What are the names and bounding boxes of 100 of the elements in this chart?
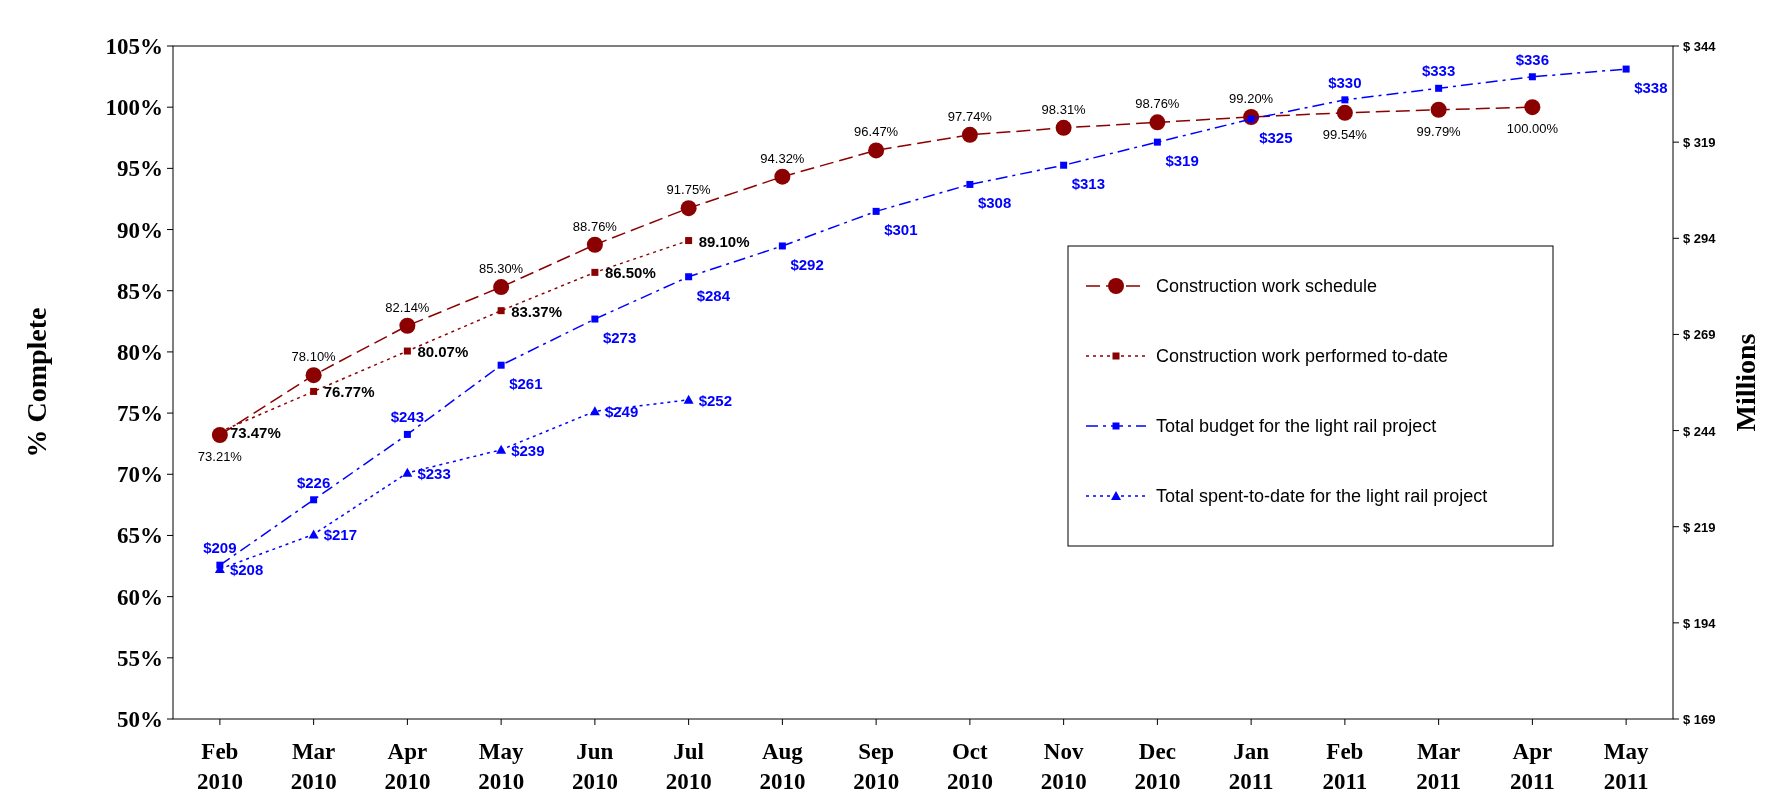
data-label: $292 [790,255,824,273]
point [1149,114,1166,131]
point [680,200,697,217]
point [589,406,600,416]
data-label: 98.76% [1135,96,1180,112]
y2-tick-label: $ 344 [1683,39,1717,54]
y2-tick-label: $ 269 [1683,327,1716,343]
y2-axis-title: Millions [1730,333,1761,432]
y2-tick-label: $ 219 [1683,519,1716,535]
y-tick-label: 60% [117,584,163,610]
y-tick-label: 90% [117,217,163,243]
point [1336,104,1353,121]
point [493,279,510,296]
x-tick-label: Jun 2010 [571,739,618,794]
point [402,467,413,477]
data-label: 76.77% [323,383,375,401]
y2-tick-label: $ 294 [1683,231,1717,247]
x-tick-label: Dec 2010 [1134,739,1181,794]
point [685,273,693,281]
data-label: $233 [417,464,451,482]
data-label: $284 [696,286,731,304]
legend-label: Total spent-to-date for the light rail project [1156,486,1488,506]
legend-label: Construction work performed to-date [1156,346,1449,366]
data-label: 99.54% [1322,126,1368,142]
data-label: $336 [1515,50,1550,68]
x-tick-label: Sep 2010 [853,739,900,794]
y-tick-label: 100% [105,95,163,121]
x-tick-label: Apr 2011 [1510,739,1555,794]
x-tick-label: Aug 2010 [759,739,806,794]
data-label: 100.00% [1506,121,1559,137]
point [868,142,885,159]
data-label: 99.20% [1229,90,1274,106]
data-label: 88.76% [572,218,618,234]
point [497,307,505,315]
data-label: $308 [977,194,1012,212]
x-tick-label: Apr 2010 [384,739,431,794]
point [961,126,978,143]
y-axis-title: % Complete [21,307,52,458]
point [683,394,694,404]
point [305,367,322,384]
point [497,361,505,369]
point [403,347,411,355]
y-tick-label: 70% [117,462,163,488]
data-label: 82.14% [385,299,430,315]
point [1622,65,1630,73]
point [778,242,786,250]
data-label: $325 [1259,129,1293,147]
data-label: 89.10% [698,232,750,250]
data-label: $217 [323,526,357,544]
x-tick-label: Feb 2011 [1322,739,1368,794]
data-label: 83.37% [511,302,562,320]
data-label: $330 [1328,73,1362,91]
y-tick-label: 65% [117,523,163,549]
point [1341,96,1349,104]
x-tick-label: May 2011 [1603,739,1649,794]
x-tick-label: Mar 2010 [290,739,337,794]
point [310,496,318,504]
data-label: 85.30% [479,261,524,277]
y-tick-label: 95% [117,156,163,182]
point [872,207,880,215]
data-label: 80.07% [417,343,469,361]
y2-tick-label: $ 244 [1683,423,1717,439]
data-label: 78.10% [291,349,337,365]
point [1153,138,1161,146]
data-label: $208 [229,561,264,579]
y-tick-label: 85% [117,278,163,304]
data-label: 86.50% [604,264,656,282]
legend-label: Total budget for the light rail project [1156,416,1437,436]
x-tick-label: May 2010 [478,739,525,794]
data-label: $338 [1634,79,1668,97]
y-tick-label: 105% [105,34,163,59]
point [591,268,599,276]
point [1435,84,1443,92]
data-label: $226 [296,473,331,491]
data-label: $252 [698,391,732,409]
data-label: $249 [604,403,639,421]
data-label: 97.74% [947,108,993,124]
data-label: 99.79% [1416,123,1462,139]
x-tick-label: Jan 2011 [1228,739,1274,794]
y2-tick-label: $ 319 [1683,135,1716,151]
data-label: $239 [511,441,545,459]
point [1528,73,1536,81]
data-label: $261 [509,375,543,393]
data-label: $301 [884,221,918,239]
point [966,180,974,188]
point [310,387,318,395]
point [496,444,507,454]
y-tick-label: 75% [117,401,163,427]
data-label: 91.75% [666,182,712,198]
x-tick-label: Oct 2010 [946,739,993,794]
point [399,317,416,334]
data-label: $243 [390,408,425,426]
y-tick-label: 50% [117,707,163,732]
x-tick-label: Feb 2010 [196,739,243,794]
point [403,430,411,438]
data-label: 98.31% [1041,101,1087,117]
data-label: 96.47% [854,124,899,140]
point [308,529,319,539]
point [1060,161,1068,169]
data-label: 73.21% [197,448,243,464]
